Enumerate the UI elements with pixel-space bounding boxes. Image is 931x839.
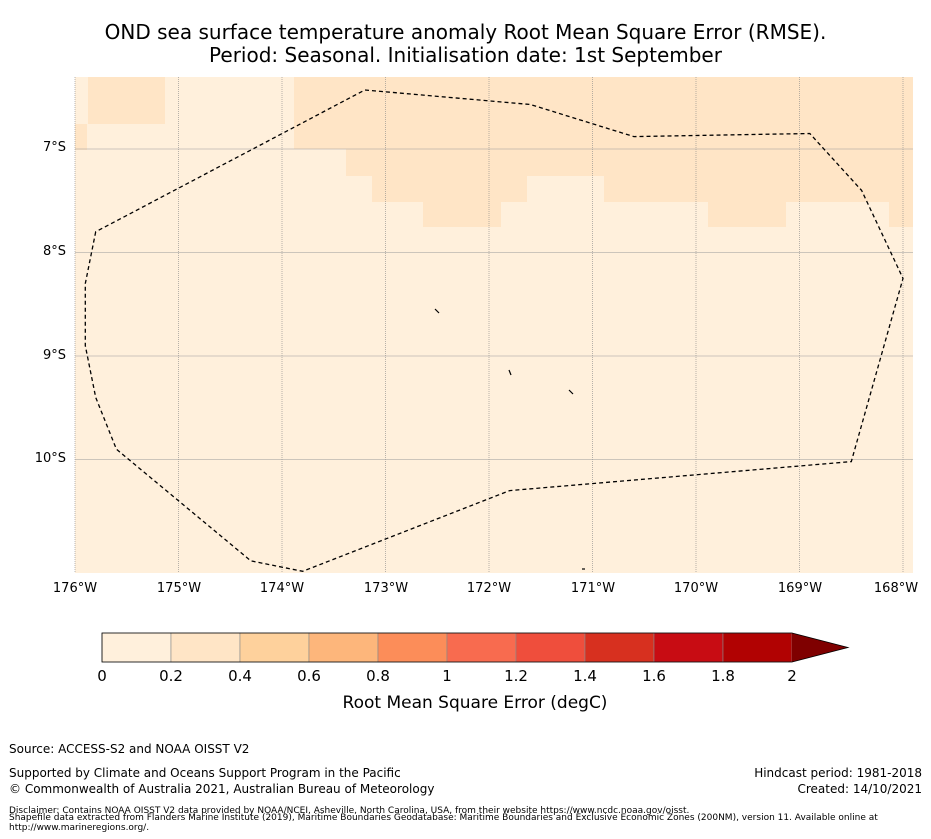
colorbar — [101, 632, 850, 663]
x-tick-label: 173°W — [363, 581, 409, 596]
support-text: Supported by Climate and Oceans Support … — [9, 766, 401, 780]
map-cell — [346, 149, 913, 176]
x-tick-label: 174°W — [259, 581, 305, 596]
map-gridlines — [74, 77, 913, 573]
map-cell — [604, 176, 913, 202]
colorbar-segment — [584, 632, 655, 663]
colorbar-segment — [170, 632, 241, 663]
x-tick-label: 172°W — [466, 581, 512, 596]
x-tick-label: 169°W — [777, 581, 823, 596]
hindcast-period: Hindcast period: 1981-2018 — [754, 766, 922, 780]
colorbar-tick-label: 1.4 — [573, 667, 597, 685]
colorbar-label: Root Mean Square Error (degC) — [342, 693, 608, 713]
map-anomaly-cells — [75, 77, 913, 227]
colorbar-segment — [101, 632, 172, 663]
colorbar-tick-label: 0.6 — [297, 667, 321, 685]
x-tick-label: 176°W — [52, 581, 98, 596]
island-outlines — [434, 308, 585, 570]
map-cell — [88, 77, 165, 124]
map-cell — [708, 202, 786, 227]
map-cell — [372, 176, 527, 202]
colorbar-tick-label: 0.8 — [366, 667, 390, 685]
chart-title: OND sea surface temperature anomaly Root… — [104, 20, 827, 44]
colorbar-tick-label: 1.2 — [504, 667, 528, 685]
y-tick-label: 7°S — [42, 140, 66, 155]
disclaimer-line: http://www.marineregions.org/. — [9, 823, 150, 833]
island-outline — [568, 389, 574, 395]
map-cell — [889, 202, 913, 227]
y-tick-label: 8°S — [42, 244, 66, 259]
colorbar-outline — [101, 632, 850, 663]
colorbar-tick-label: 0.4 — [228, 667, 252, 685]
island-outline — [434, 308, 440, 314]
colorbar-tick-label: 2 — [787, 667, 797, 685]
colorbar-segment — [653, 632, 724, 663]
colorbar-segment — [308, 632, 379, 663]
chart-subtitle: Period: Seasonal. Initialisation date: 1… — [209, 43, 722, 67]
x-tick-label: 170°W — [673, 581, 719, 596]
island-outline — [508, 369, 512, 376]
source-text: Source: ACCESS-S2 and NOAA OISST V2 — [9, 742, 250, 756]
colorbar-tick-label: 0 — [97, 667, 107, 685]
colorbar-tick-label: 0.2 — [159, 667, 183, 685]
x-tick-label: 171°W — [570, 581, 616, 596]
colorbar-tick-label: 1.6 — [642, 667, 666, 685]
colorbar-extend-arrow — [792, 633, 848, 662]
map-cell — [423, 202, 501, 227]
map-cell — [294, 77, 913, 149]
x-tick-label: 168°W — [873, 581, 919, 596]
eez-boundary — [84, 89, 904, 572]
map-cell — [75, 124, 87, 150]
colorbar-segment — [239, 632, 310, 663]
copyright-text: © Commonwealth of Australia 2021, Austra… — [9, 782, 435, 796]
colorbar-tick-label: 1.8 — [711, 667, 735, 685]
disclaimer-line: Shapefile data extracted from Flanders M… — [9, 813, 878, 823]
colorbar-tick-label: 1 — [442, 667, 452, 685]
y-tick-label: 9°S — [42, 348, 66, 363]
created-date: Created: 14/10/2021 — [797, 782, 922, 796]
colorbar-segment — [722, 632, 793, 663]
x-tick-label: 175°W — [156, 581, 202, 596]
disclaimer-line: Disclaimer: Contains NOAA OISST V2 data … — [9, 806, 690, 816]
colorbar-segment — [515, 632, 586, 663]
colorbar-segment — [377, 632, 448, 663]
colorbar-segment — [446, 632, 517, 663]
y-tick-label: 10°S — [34, 451, 66, 466]
